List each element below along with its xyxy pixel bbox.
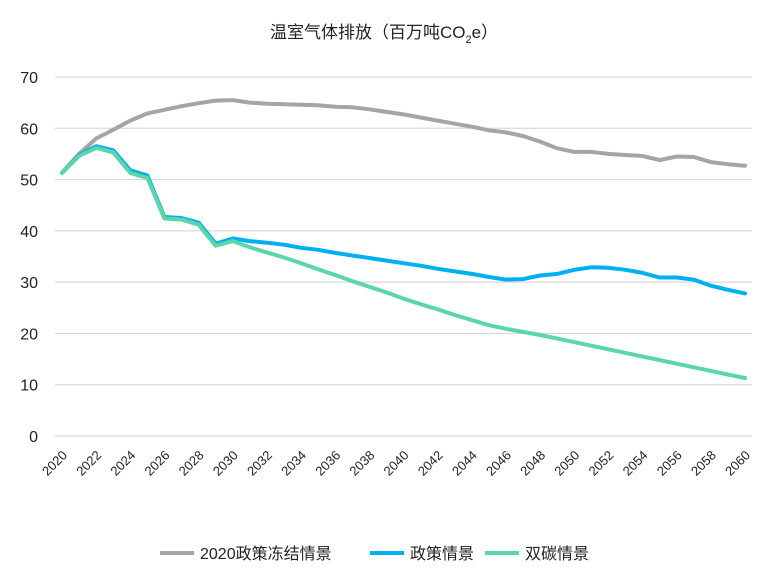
y-tick-label: 60 [20, 121, 38, 138]
x-tick-label: 2050 [551, 448, 582, 479]
x-tick-label: 2044 [449, 448, 480, 479]
x-tick-label: 2056 [654, 448, 685, 479]
x-tick-label: 2030 [210, 448, 241, 479]
x-tick-label: 2060 [722, 448, 753, 479]
x-tick-label: 2048 [517, 448, 548, 479]
x-tick-label: 2058 [688, 448, 719, 479]
x-tick-label: 2024 [107, 448, 138, 479]
y-tick-label: 0 [29, 429, 38, 446]
y-tick-label: 30 [20, 275, 38, 292]
y-tick-label: 70 [20, 70, 38, 87]
y-tick-label: 50 [20, 173, 38, 190]
x-tick-label: 2040 [381, 448, 412, 479]
x-tick-label: 2034 [278, 448, 309, 479]
series-lines [60, 98, 747, 380]
x-tick-label: 2038 [346, 448, 377, 479]
y-tick-label: 20 [20, 326, 38, 343]
y-tick-label: 40 [20, 224, 38, 241]
series-line [60, 98, 747, 175]
x-tick-label: 2032 [244, 448, 275, 479]
x-tick-label: 2026 [142, 448, 173, 479]
x-tick-label: 2054 [620, 448, 651, 479]
x-tick-label: 2042 [415, 448, 446, 479]
chart-title: 温室气体排放（百万吨CO2e） [270, 23, 498, 46]
x-tick-label: 2052 [585, 448, 616, 479]
legend: 2020政策冻结情景 政策情景 双碳情景 [160, 545, 589, 563]
x-tick-label: 2046 [483, 448, 514, 479]
gridlines [55, 76, 752, 437]
y-axis-ticks: 0 10 20 30 40 50 60 70 [20, 70, 38, 446]
legend-label: 政策情景 [410, 545, 474, 563]
legend-label: 双碳情景 [525, 545, 589, 563]
legend-label: 2020政策冻结情景 [200, 545, 332, 563]
x-tick-label: 2020 [39, 448, 70, 479]
x-tick-label: 2022 [73, 448, 104, 479]
x-axis-ticks: 2020 2022 2024 2026 2028 2030 2032 2034 2036 2038… [39, 448, 753, 479]
x-tick-label: 2028 [176, 448, 207, 479]
x-tick-label: 2036 [312, 448, 343, 479]
y-tick-label: 10 [20, 378, 38, 395]
series-line [60, 145, 747, 380]
